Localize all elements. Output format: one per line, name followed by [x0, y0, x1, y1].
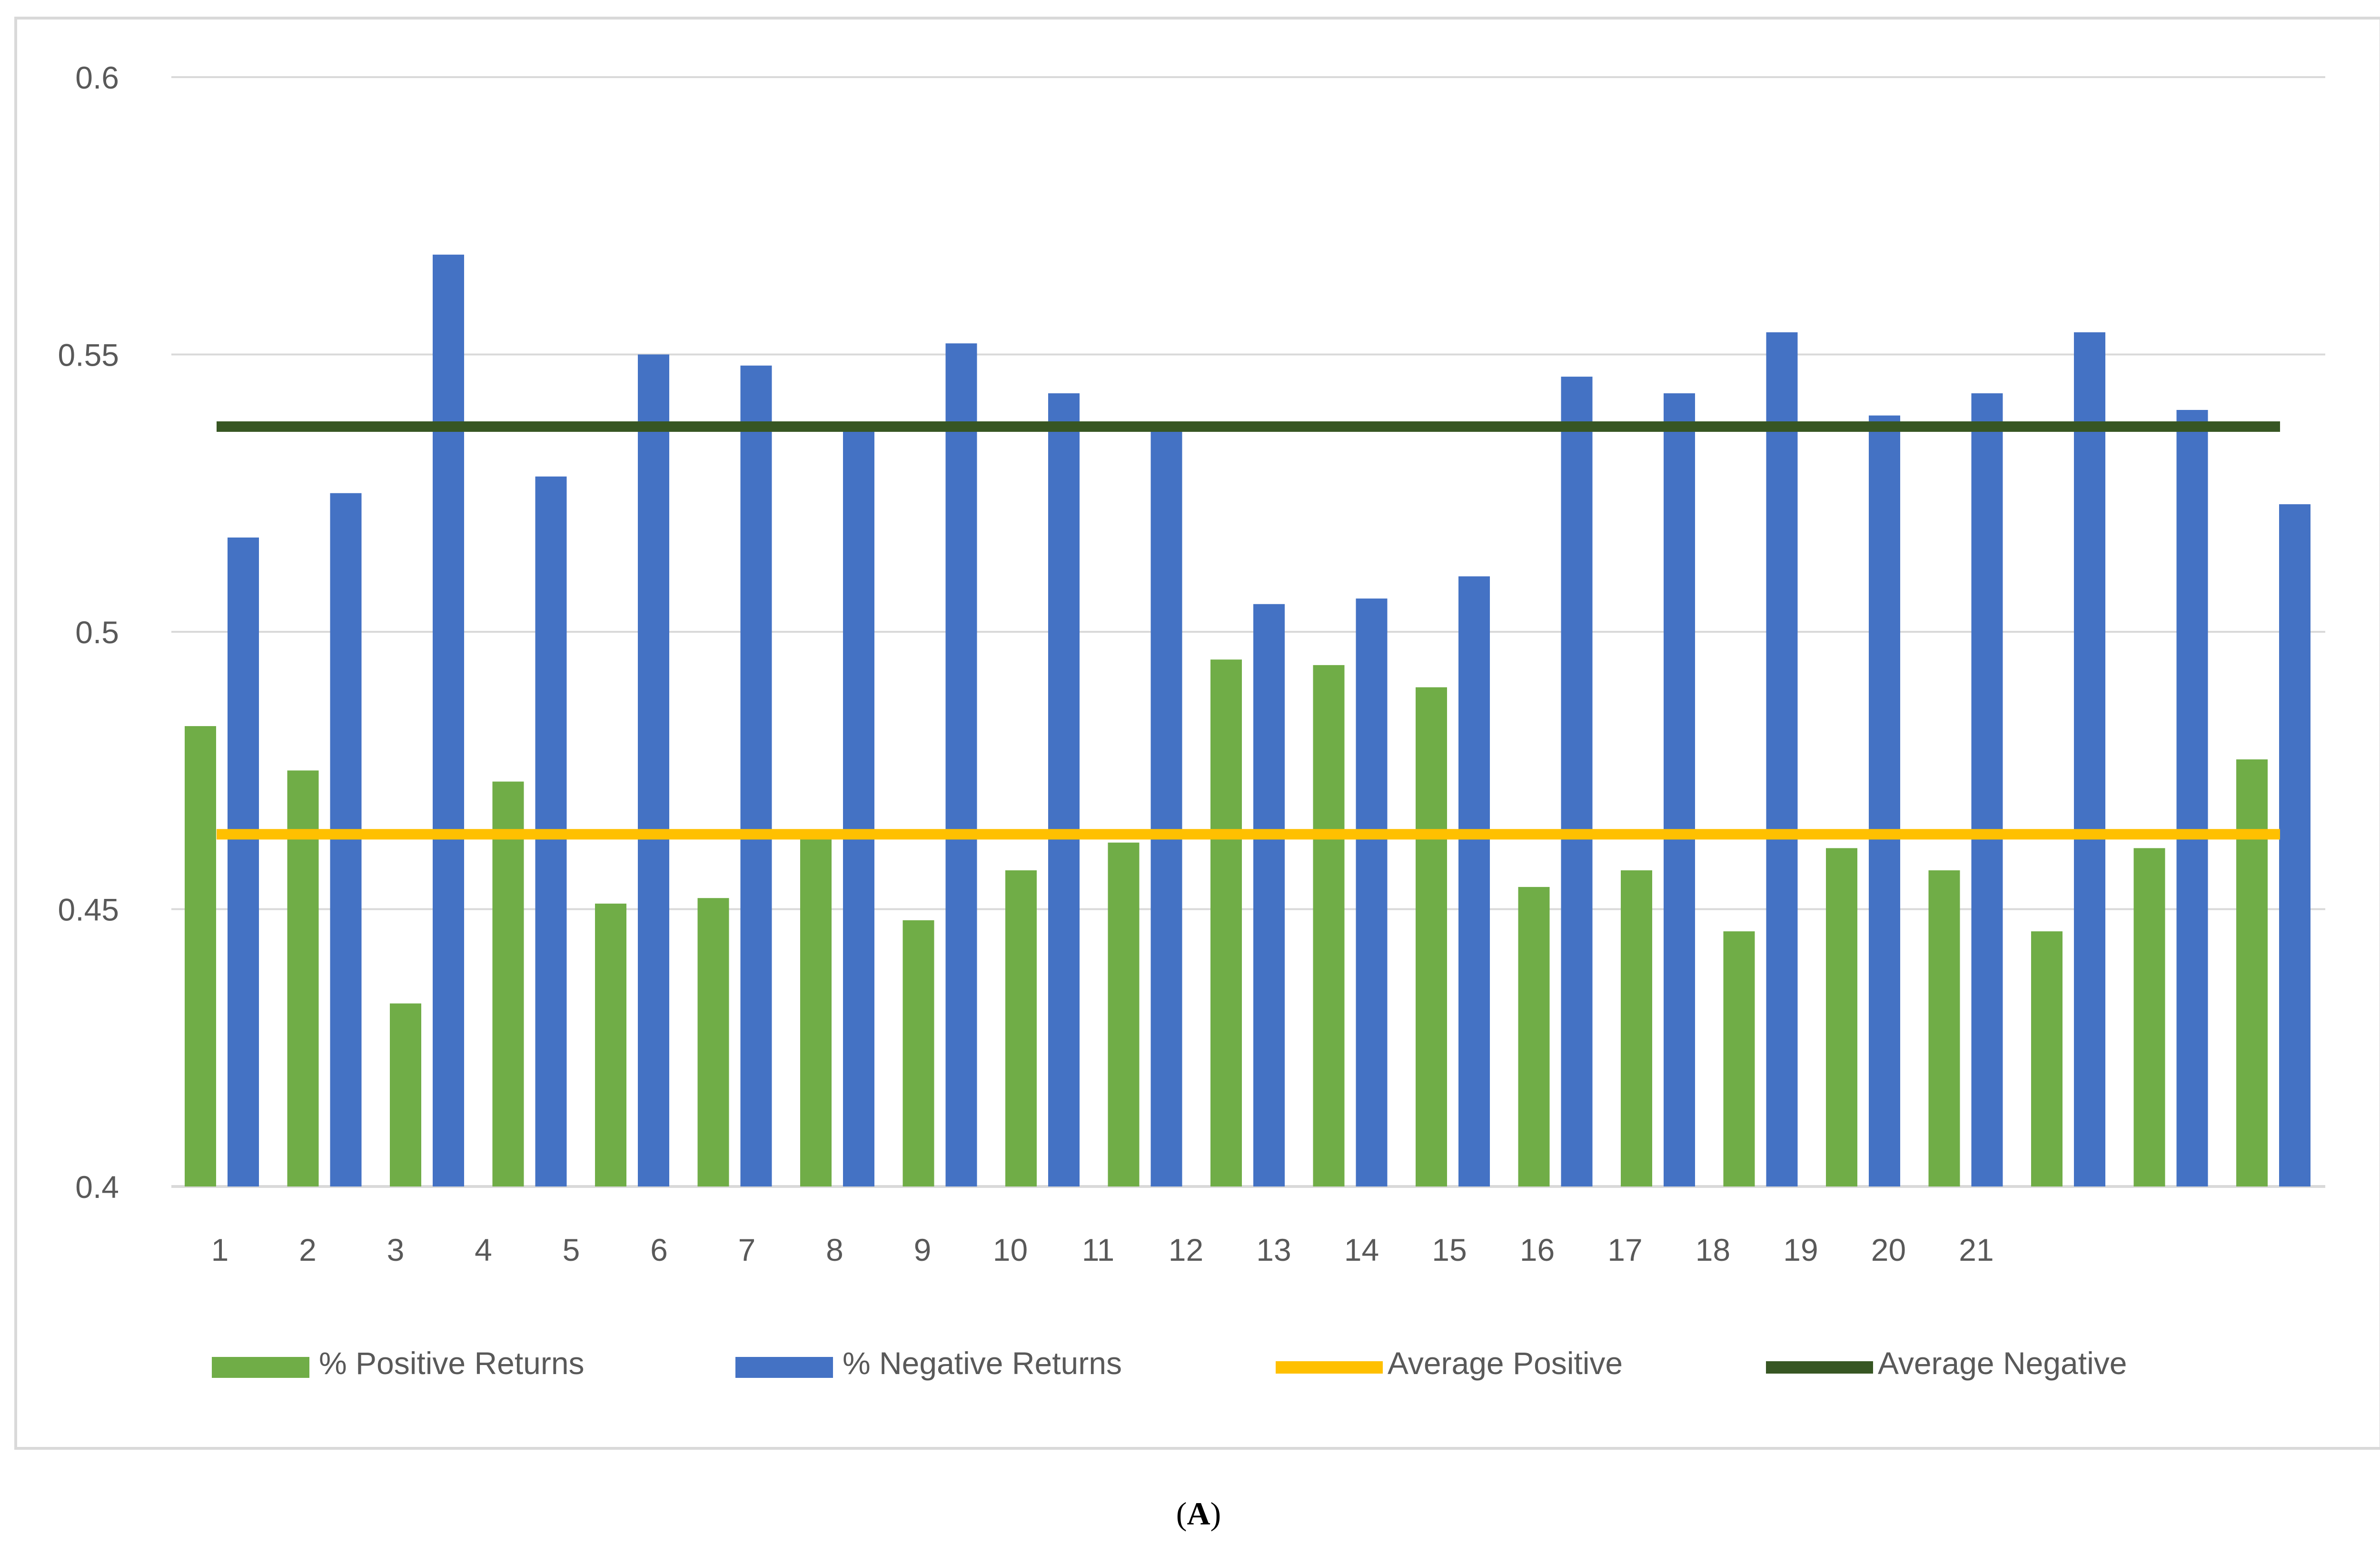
bar-negative — [1253, 604, 1285, 1186]
bar-negative — [2279, 504, 2311, 1186]
x-tick-label: 12 — [1169, 1232, 1203, 1267]
legend-label-avg-positive: Average Positive — [1388, 1346, 1623, 1381]
x-tick-label: 17 — [1607, 1232, 1642, 1267]
x-tick-label: 1 — [211, 1232, 229, 1267]
bar-positive — [1621, 870, 1652, 1186]
y-tick-label: 0.6 — [75, 60, 119, 95]
x-tick-label: 10 — [993, 1232, 1028, 1267]
x-tick-label: 6 — [650, 1232, 668, 1267]
bar-positive — [800, 831, 832, 1186]
bar-negative — [1048, 393, 1080, 1186]
bar-negative — [1971, 393, 2003, 1186]
bar-positive — [492, 781, 524, 1186]
bar-positive — [595, 903, 626, 1186]
legend-swatch-avg-negative — [1766, 1361, 1873, 1374]
bar-negative — [638, 354, 669, 1186]
x-tick-label: 8 — [826, 1232, 843, 1267]
bar-positive — [2031, 931, 2063, 1186]
bar-positive — [1928, 870, 1960, 1186]
x-tick-label: 15 — [1432, 1232, 1467, 1267]
x-tick-label: 7 — [738, 1232, 756, 1267]
bar-negative — [2176, 410, 2208, 1186]
bar-positive — [1416, 687, 1447, 1186]
bar-positive — [287, 770, 319, 1186]
bar-negative — [843, 426, 874, 1187]
bar-negative — [2074, 332, 2105, 1186]
bar-positive — [1313, 665, 1345, 1186]
x-tick-label: 4 — [475, 1232, 492, 1267]
bar-negative — [1458, 576, 1490, 1186]
bar-positive — [2133, 848, 2165, 1186]
panel-label: (A) — [1176, 1495, 1221, 1532]
reference-lines — [217, 421, 2280, 840]
legend: % Positive Returns % Negative Returns Av… — [212, 1346, 2127, 1381]
x-tick-label: 20 — [1871, 1232, 1906, 1267]
bar-positive — [1210, 659, 1242, 1186]
y-tick-label: 0.5 — [75, 615, 119, 650]
bar-negative — [1561, 377, 1593, 1186]
x-tick-label: 11 — [1082, 1232, 1115, 1267]
bar-positive — [902, 920, 934, 1186]
legend-swatch-positive — [212, 1357, 309, 1378]
x-tick-label: 14 — [1344, 1232, 1379, 1267]
x-tick-label: 13 — [1256, 1232, 1291, 1267]
bar-negative — [1356, 598, 1388, 1186]
bars — [185, 254, 2311, 1187]
bar-negative — [740, 365, 772, 1186]
x-tick-label: 3 — [387, 1232, 405, 1267]
bar-positive — [1005, 870, 1037, 1186]
x-tick-label: 2 — [299, 1232, 317, 1267]
x-tick-label: 9 — [914, 1232, 932, 1267]
bar-negative — [1766, 332, 1798, 1186]
bar-negative — [1150, 426, 1182, 1187]
bar-negative — [330, 493, 362, 1186]
x-axis-ticks: 1 2 3 4 5 6 7 8 9 10 11 12 13 14 15 16 17 18 19 20 21 — [211, 1232, 1994, 1267]
grid-lines — [171, 76, 2325, 1188]
x-tick-label: 5 — [563, 1232, 580, 1267]
bar-positive — [185, 726, 216, 1186]
panel-label-letter: A — [1187, 1495, 1210, 1532]
y-axis-ticks: 0.4 0.45 0.5 0.55 0.6 — [58, 60, 119, 1205]
bar-positive — [2236, 759, 2268, 1186]
bar-positive — [1108, 842, 1140, 1186]
x-tick-label: 18 — [1696, 1232, 1730, 1267]
legend-label-positive: % Positive Returns — [319, 1346, 585, 1381]
bar-negative — [945, 343, 977, 1187]
legend-label-negative: % Negative Returns — [843, 1346, 1122, 1381]
y-tick-label: 0.4 — [75, 1169, 119, 1205]
bar-negative — [1664, 393, 1695, 1186]
x-tick-label: 16 — [1520, 1232, 1555, 1267]
legend-swatch-avg-positive — [1276, 1361, 1383, 1374]
bar-negative — [433, 254, 464, 1186]
bar-positive — [1723, 931, 1755, 1186]
bar-positive — [1518, 887, 1550, 1186]
x-tick-label: 21 — [1959, 1232, 1993, 1267]
legend-swatch-negative — [735, 1357, 833, 1378]
bar-positive — [390, 1003, 421, 1186]
bar-positive — [697, 898, 729, 1186]
bar-negative — [228, 537, 259, 1186]
bar-negative — [1869, 415, 1900, 1186]
bar-positive — [1826, 848, 1857, 1186]
y-tick-label: 0.55 — [58, 338, 119, 373]
y-tick-label: 0.45 — [58, 892, 119, 927]
x-tick-label: 19 — [1783, 1232, 1818, 1267]
legend-label-avg-negative: Average Negative — [1878, 1346, 2127, 1381]
